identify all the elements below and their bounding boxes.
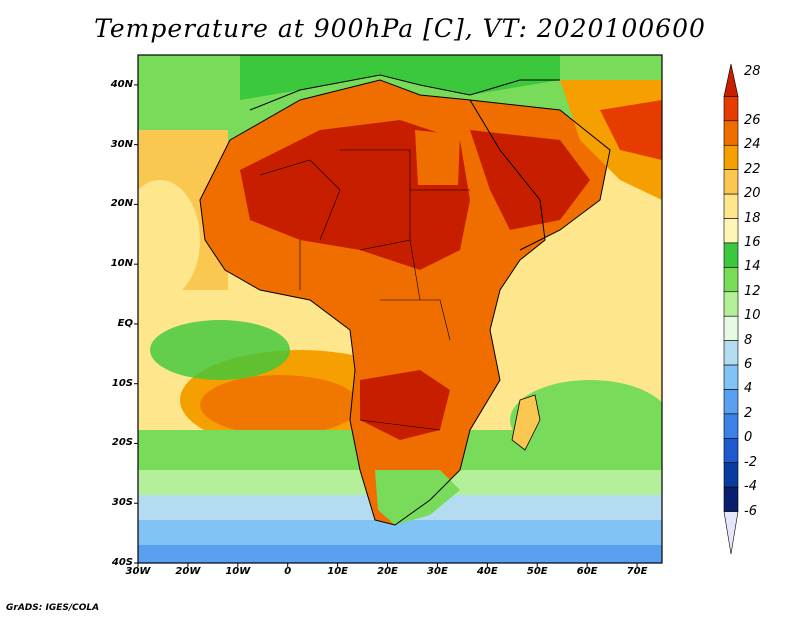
south-ocean-coldest [138, 545, 662, 563]
colorbar-level-label: -2 [744, 454, 757, 470]
plot-frame [137, 54, 663, 564]
axis-ticks [134, 84, 638, 567]
colorbar-segment [723, 193, 739, 219]
grads-credit: GrADS: IGES/COLA [6, 603, 100, 613]
indian-ocean-green [510, 380, 662, 460]
colorbar [723, 63, 739, 555]
iran-hot [600, 100, 662, 160]
colorbar-level-label: 22 [744, 161, 761, 177]
lon-tick-label: 30E [427, 566, 448, 577]
colorbar-segment [723, 291, 739, 317]
country-borders [259, 149, 470, 431]
lat-tick-label: 10S [111, 377, 133, 389]
lat-tick-label: 30N [110, 138, 133, 150]
lat-tick-label: 10N [110, 258, 133, 270]
colorbar-level-label: 28 [744, 64, 761, 79]
colorbar-segment [723, 96, 739, 122]
south-atlantic-core [200, 375, 360, 435]
egypt-patch [415, 130, 460, 185]
colorbar-level-label: 4 [744, 381, 753, 397]
colorbar-level-label: 24 [744, 137, 761, 153]
colorbar-level-label: -6 [744, 503, 757, 519]
atlantic-mild-zone [138, 180, 200, 300]
arabia-hot-core [470, 130, 590, 230]
south-africa-cool [375, 470, 460, 525]
southern-africa-hot [360, 370, 450, 440]
lat-tick-label: 20S [111, 437, 133, 449]
lat-tick-label: 30S [111, 497, 133, 509]
colorbar-segment [723, 218, 739, 244]
coastlines [199, 74, 611, 526]
lon-tick-label: 10E [327, 566, 348, 577]
lon-tick-label: 20E [377, 566, 398, 577]
colorbar-segment [723, 462, 739, 488]
colorbar-segment [723, 315, 739, 341]
sahara-hot-core [240, 120, 470, 270]
colorbar-segment [723, 169, 739, 195]
lat-tick-label: 40N [110, 78, 133, 90]
colorbar-segment [723, 486, 739, 512]
colorbar-segment [723, 144, 739, 170]
colorbar-segment [723, 438, 739, 464]
colorbar-level-label: 20 [744, 186, 761, 202]
atlantic-green-patch [150, 320, 290, 380]
colorbar-level-label: 14 [744, 259, 761, 275]
lon-tick-label: 20W [175, 566, 201, 577]
colorbar-level-label: 2 [744, 405, 753, 421]
colorbar-level-label: 16 [744, 234, 761, 250]
europe-land [240, 55, 560, 100]
colorbar-segment [723, 364, 739, 390]
colorbar-segment [723, 413, 739, 439]
colorbar-level-label: 12 [744, 283, 761, 299]
lon-tick-label: 10W [225, 566, 251, 577]
colorbar-level-label: 18 [744, 210, 761, 226]
lon-tick-label: 30W [125, 566, 151, 577]
colorbar-segment [723, 267, 739, 293]
lon-tick-label: 0 [284, 566, 292, 577]
madagascar [511, 394, 541, 451]
map-plot-area [138, 55, 662, 563]
colorbar-level-label: -4 [744, 479, 757, 495]
lat-tick-label: EQ [117, 317, 133, 329]
colorbar-segment [723, 63, 739, 97]
colorbar-level-label: 10 [744, 308, 761, 324]
colorbar-segment [723, 242, 739, 268]
lon-tick-label: 50E [526, 566, 548, 577]
lat-tick-label: 20N [110, 198, 133, 210]
lon-tick-label: 40E [476, 566, 498, 577]
map-title: Temperature at 900hPa [C], VT: 202010060… [94, 14, 706, 43]
colorbar-level-label: 0 [744, 430, 753, 446]
colorbar-level-label: 6 [744, 357, 753, 373]
colorbar-segment [723, 389, 739, 415]
lat-tick-label: 40S [111, 557, 133, 568]
colorbar-level-label: 26 [744, 112, 761, 128]
lon-tick-label: 70E [626, 566, 648, 577]
colorbar-segment [723, 511, 739, 555]
lon-tick-label: 60E [576, 566, 598, 577]
colorbar-segment [723, 120, 739, 146]
colorbar-level-label: 8 [744, 332, 753, 348]
colorbar-segment [723, 340, 739, 366]
